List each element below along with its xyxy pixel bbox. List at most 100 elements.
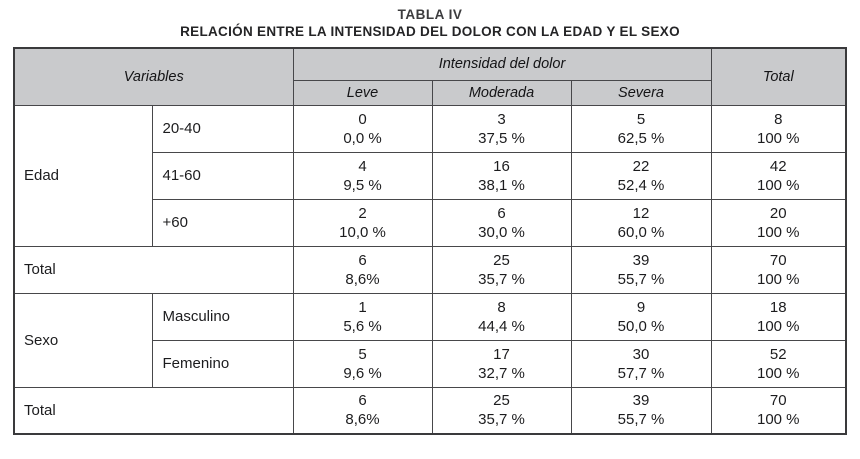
cell-percent: 50,0 %	[617, 317, 665, 335]
cell-edad-41-60-severa: 22 52,4 %	[570, 151, 712, 200]
header-level-moderada: Moderada	[431, 79, 572, 106]
cell-count: 18	[769, 298, 787, 316]
cell-count: 8	[497, 298, 506, 316]
cell-count: 17	[493, 345, 510, 363]
cell-count: 20	[769, 204, 787, 222]
cell-percent: 35,7 %	[478, 411, 525, 429]
cell-count: 3	[497, 110, 506, 128]
cell-count: 2	[358, 204, 367, 222]
cell-count: 12	[632, 204, 650, 222]
cell-edad-60plus-total: 20 100 %	[710, 198, 847, 247]
cell-total-sexo-moderada: 25 35,7 %	[431, 386, 572, 435]
table-subtitle: RELACIÓN ENTRE LA INTENSIDAD DEL DOLOR C…	[180, 24, 680, 39]
table-header: Variables Intensidad del dolor Total Lev…	[13, 47, 847, 106]
cell-percent: 60,0 %	[617, 223, 665, 241]
cell-count: 22	[632, 157, 650, 175]
table-row-edad-20-40: Edad 20-40 0 0,0 % 3 37,5 % 5 62,5 % 8 1…	[13, 104, 847, 247]
cell-count: 52	[769, 345, 787, 363]
group-label-sexo: Sexo	[13, 292, 154, 388]
cell-femenino-total: 52 100 %	[710, 339, 847, 388]
cell-count: 30	[632, 345, 650, 363]
cell-count: 70	[769, 251, 787, 269]
cell-edad-20-40-severa: 5 62,5 %	[570, 104, 712, 153]
cell-count: 42	[769, 157, 787, 175]
cell-percent: 100 %	[756, 270, 800, 288]
cell-masculino-total: 18 100 %	[710, 292, 847, 341]
cell-percent: 32,7 %	[478, 364, 525, 382]
cell-percent: 10,0 %	[339, 223, 386, 241]
cell-percent: 35,7 %	[478, 270, 525, 288]
cell-count: 5	[358, 345, 367, 363]
table-row-edad-60plus: +60 2 10,0 % 6 30,0 % 12 60,0 % 20 100 %	[14, 198, 847, 247]
cell-femenino-moderada: 17 32,7 %	[431, 339, 572, 388]
data-table: Variables Intensidad del dolor Total Lev…	[12, 47, 848, 435]
cell-percent: 100 %	[756, 411, 800, 429]
cell-percent: 57,7 %	[617, 364, 665, 382]
table-row-total-sexo: Total 6 8,6% 25 35,7 % 39 55,7 % 70 100 …	[13, 386, 847, 435]
header-variables: Variables	[13, 47, 294, 106]
table-row-sexo-masculino: Sexo Masculino 1 5,6 % 8 44,4 % 9 50,0 %…	[13, 292, 847, 388]
cell-edad-60plus-severa: 12 60,0 %	[570, 198, 712, 247]
cell-edad-20-40-total: 8 100 %	[710, 104, 847, 153]
cell-count: 0	[358, 110, 367, 128]
cell-edad-60plus-moderada: 6 30,0 %	[431, 198, 572, 247]
cell-total-edad-severa: 39 55,7 %	[570, 245, 712, 294]
cell-percent: 55,7 %	[617, 411, 665, 429]
cell-edad-41-60-moderada: 16 38,1 %	[431, 151, 572, 200]
row-label-60plus: +60	[152, 198, 294, 247]
cell-percent: 100 %	[756, 176, 800, 194]
cell-total-edad-leve: 6 8,6%	[292, 245, 433, 294]
header-level-leve: Leve	[292, 79, 433, 106]
cell-count: 16	[493, 157, 510, 175]
cell-percent: 8,6%	[345, 411, 380, 429]
cell-total-sexo-total: 70 100 %	[710, 386, 847, 435]
row-label-masculino: Masculino	[152, 292, 294, 341]
cell-femenino-severa: 30 57,7 %	[570, 339, 712, 388]
cell-total-edad-moderada: 25 35,7 %	[431, 245, 572, 294]
cell-percent: 0,0 %	[343, 129, 382, 147]
table-body: Edad 20-40 0 0,0 % 3 37,5 % 5 62,5 % 8 1…	[13, 104, 847, 435]
table-row-total-edad: Total 6 8,6% 25 35,7 % 39 55,7 % 70 100 …	[13, 245, 847, 294]
cell-masculino-moderada: 8 44,4 %	[431, 292, 572, 341]
cell-edad-20-40-leve: 0 0,0 %	[292, 104, 433, 153]
cell-count: 6	[497, 204, 506, 222]
group-label-edad: Edad	[13, 104, 154, 247]
cell-count: 25	[493, 251, 510, 269]
header-row-2: Leve Moderada Severa	[14, 79, 846, 106]
header-intensity-group: Intensidad del dolor	[292, 47, 712, 81]
cell-count: 5	[636, 110, 646, 128]
cell-count: 6	[358, 392, 367, 410]
cell-count: 6	[358, 251, 367, 269]
cell-count: 8	[774, 110, 783, 128]
cell-total-sexo-severa: 39 55,7 %	[570, 386, 712, 435]
cell-total-edad-total: 70 100 %	[710, 245, 847, 294]
row-label-20-40: 20-40	[152, 104, 294, 153]
row-label-total-edad: Total	[13, 245, 294, 294]
cell-percent: 9,5 %	[343, 176, 382, 194]
cell-masculino-severa: 9 50,0 %	[570, 292, 712, 341]
cell-count: 9	[636, 298, 646, 316]
cell-count: 39	[632, 392, 650, 410]
cell-percent: 9,6 %	[343, 364, 382, 382]
table-row-edad-41-60: 41-60 4 9,5 % 16 38,1 % 22 52,4 % 42 100…	[14, 151, 847, 200]
cell-count: 4	[358, 157, 367, 175]
cell-total-sexo-leve: 6 8,6%	[292, 386, 433, 435]
row-label-total-sexo: Total	[13, 386, 294, 435]
cell-percent: 52,4 %	[617, 176, 665, 194]
table-caption: TABLA IV RELACIÓN ENTRE LA INTENSIDAD DE…	[0, 0, 860, 40]
cell-edad-41-60-leve: 4 9,5 %	[292, 151, 433, 200]
cell-edad-41-60-total: 42 100 %	[710, 151, 847, 200]
cell-percent: 44,4 %	[478, 317, 525, 335]
cell-count: 25	[493, 392, 510, 410]
header-level-severa: Severa	[570, 79, 712, 106]
cell-percent: 100 %	[756, 223, 800, 241]
row-label-femenino: Femenino	[152, 339, 294, 388]
cell-percent: 100 %	[756, 317, 800, 335]
cell-edad-60plus-leve: 2 10,0 %	[292, 198, 433, 247]
cell-edad-20-40-moderada: 3 37,5 %	[431, 104, 572, 153]
cell-percent: 100 %	[756, 364, 800, 382]
cell-count: 1	[358, 298, 367, 316]
cell-percent: 37,5 %	[478, 129, 525, 147]
cell-percent: 62,5 %	[617, 129, 665, 147]
cell-count: 70	[769, 392, 787, 410]
